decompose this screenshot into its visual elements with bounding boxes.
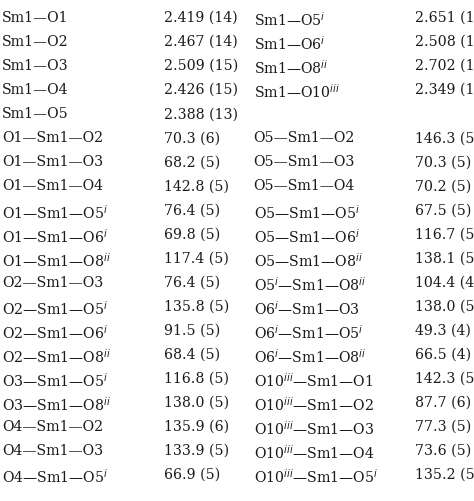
Text: 104.4 (4): 104.4 (4) bbox=[415, 276, 474, 290]
Text: O6$^{i}$—Sm1—O8$^{ii}$: O6$^{i}$—Sm1—O8$^{ii}$ bbox=[254, 348, 366, 366]
Text: O3—Sm1—O5$^{i}$: O3—Sm1—O5$^{i}$ bbox=[2, 372, 109, 390]
Text: 135.2 (5): 135.2 (5) bbox=[415, 468, 474, 482]
Text: 69.8 (5): 69.8 (5) bbox=[164, 227, 220, 241]
Text: 2.426 (15): 2.426 (15) bbox=[164, 83, 237, 97]
Text: Sm1—O5: Sm1—O5 bbox=[2, 107, 69, 121]
Text: O10$^{iii}$—Sm1—O2: O10$^{iii}$—Sm1—O2 bbox=[254, 396, 374, 414]
Text: O4—Sm1—O2: O4—Sm1—O2 bbox=[2, 420, 103, 434]
Text: O6$^{i}$—Sm1—O3: O6$^{i}$—Sm1—O3 bbox=[254, 300, 359, 318]
Text: O5—Sm1—O5$^{i}$: O5—Sm1—O5$^{i}$ bbox=[254, 203, 360, 221]
Text: 138.1 (5): 138.1 (5) bbox=[415, 252, 474, 266]
Text: 135.9 (6): 135.9 (6) bbox=[164, 420, 228, 434]
Text: 2.419 (14): 2.419 (14) bbox=[164, 11, 237, 25]
Text: 116.7 (5): 116.7 (5) bbox=[415, 227, 474, 241]
Text: O10$^{iii}$—Sm1—O1: O10$^{iii}$—Sm1—O1 bbox=[254, 372, 373, 390]
Text: 77.3 (5): 77.3 (5) bbox=[415, 420, 471, 434]
Text: 76.4 (5): 76.4 (5) bbox=[164, 276, 219, 290]
Text: 2.349 (14): 2.349 (14) bbox=[415, 83, 474, 97]
Text: 68.4 (5): 68.4 (5) bbox=[164, 348, 219, 362]
Text: 2.467 (14): 2.467 (14) bbox=[164, 35, 237, 49]
Text: Sm1—O4: Sm1—O4 bbox=[2, 83, 69, 97]
Text: Sm1—O6$^{i}$: Sm1—O6$^{i}$ bbox=[254, 35, 325, 53]
Text: O5—Sm1—O2: O5—Sm1—O2 bbox=[254, 131, 355, 145]
Text: Sm1—O10$^{iii}$: Sm1—O10$^{iii}$ bbox=[254, 83, 340, 101]
Text: O2—Sm1—O5$^{i}$: O2—Sm1—O5$^{i}$ bbox=[2, 300, 109, 318]
Text: 2.388 (13): 2.388 (13) bbox=[164, 107, 237, 121]
Text: 49.3 (4): 49.3 (4) bbox=[415, 324, 471, 338]
Text: 87.7 (6): 87.7 (6) bbox=[415, 396, 471, 410]
Text: O1—Sm1—O5$^{i}$: O1—Sm1—O5$^{i}$ bbox=[2, 203, 109, 221]
Text: Sm1—O8$^{ii}$: Sm1—O8$^{ii}$ bbox=[254, 59, 328, 77]
Text: O1—Sm1—O4: O1—Sm1—O4 bbox=[2, 179, 103, 193]
Text: O10$^{iii}$—Sm1—O4: O10$^{iii}$—Sm1—O4 bbox=[254, 444, 374, 462]
Text: 2.702 (15): 2.702 (15) bbox=[415, 59, 474, 73]
Text: 138.0 (5): 138.0 (5) bbox=[415, 300, 474, 314]
Text: 116.8 (5): 116.8 (5) bbox=[164, 372, 228, 386]
Text: O5—Sm1—O8$^{ii}$: O5—Sm1—O8$^{ii}$ bbox=[254, 252, 363, 270]
Text: O10$^{iii}$—Sm1—O3: O10$^{iii}$—Sm1—O3 bbox=[254, 420, 374, 438]
Text: 146.3 (5): 146.3 (5) bbox=[415, 131, 474, 145]
Text: Sm1—O1: Sm1—O1 bbox=[2, 11, 69, 25]
Text: 70.3 (5): 70.3 (5) bbox=[415, 155, 471, 169]
Text: 73.6 (5): 73.6 (5) bbox=[415, 444, 471, 458]
Text: O5—Sm1—O3: O5—Sm1—O3 bbox=[254, 155, 355, 169]
Text: 70.3 (6): 70.3 (6) bbox=[164, 131, 219, 145]
Text: O3—Sm1—O8$^{ii}$: O3—Sm1—O8$^{ii}$ bbox=[2, 396, 111, 414]
Text: 117.4 (5): 117.4 (5) bbox=[164, 252, 228, 266]
Text: O1—Sm1—O8$^{ii}$: O1—Sm1—O8$^{ii}$ bbox=[2, 252, 111, 270]
Text: O1—Sm1—O2: O1—Sm1—O2 bbox=[2, 131, 103, 145]
Text: 66.9 (5): 66.9 (5) bbox=[164, 468, 220, 482]
Text: 91.5 (5): 91.5 (5) bbox=[164, 324, 220, 338]
Text: 138.0 (5): 138.0 (5) bbox=[164, 396, 228, 410]
Text: O6$^{i}$—Sm1—O5$^{i}$: O6$^{i}$—Sm1—O5$^{i}$ bbox=[254, 324, 363, 342]
Text: O4—Sm1—O3: O4—Sm1—O3 bbox=[2, 444, 103, 458]
Text: 70.2 (5): 70.2 (5) bbox=[415, 179, 471, 193]
Text: 66.5 (4): 66.5 (4) bbox=[415, 348, 471, 362]
Text: 135.8 (5): 135.8 (5) bbox=[164, 300, 229, 314]
Text: O2—Sm1—O3: O2—Sm1—O3 bbox=[2, 276, 104, 290]
Text: Sm1—O3: Sm1—O3 bbox=[2, 59, 69, 73]
Text: 2.508 (13): 2.508 (13) bbox=[415, 35, 474, 49]
Text: Sm1—O2: Sm1—O2 bbox=[2, 35, 69, 49]
Text: 67.5 (5): 67.5 (5) bbox=[415, 203, 471, 217]
Text: 142.3 (5): 142.3 (5) bbox=[415, 372, 474, 386]
Text: O4—Sm1—O5$^{i}$: O4—Sm1—O5$^{i}$ bbox=[2, 468, 109, 486]
Text: O1—Sm1—O6$^{i}$: O1—Sm1—O6$^{i}$ bbox=[2, 227, 109, 245]
Text: Sm1—O5$^{i}$: Sm1—O5$^{i}$ bbox=[254, 11, 325, 29]
Text: O2—Sm1—O8$^{ii}$: O2—Sm1—O8$^{ii}$ bbox=[2, 348, 111, 366]
Text: O5—Sm1—O6$^{i}$: O5—Sm1—O6$^{i}$ bbox=[254, 227, 360, 245]
Text: O2—Sm1—O6$^{i}$: O2—Sm1—O6$^{i}$ bbox=[2, 324, 109, 342]
Text: 76.4 (5): 76.4 (5) bbox=[164, 203, 219, 217]
Text: 133.9 (5): 133.9 (5) bbox=[164, 444, 228, 458]
Text: 2.509 (15): 2.509 (15) bbox=[164, 59, 238, 73]
Text: O10$^{iii}$—Sm1—O5$^{i}$: O10$^{iii}$—Sm1—O5$^{i}$ bbox=[254, 468, 378, 486]
Text: 2.651 (13): 2.651 (13) bbox=[415, 11, 474, 25]
Text: 68.2 (5): 68.2 (5) bbox=[164, 155, 220, 169]
Text: O5—Sm1—O4: O5—Sm1—O4 bbox=[254, 179, 355, 193]
Text: O5$^{i}$—Sm1—O8$^{ii}$: O5$^{i}$—Sm1—O8$^{ii}$ bbox=[254, 276, 366, 294]
Text: 142.8 (5): 142.8 (5) bbox=[164, 179, 228, 193]
Text: O1—Sm1—O3: O1—Sm1—O3 bbox=[2, 155, 103, 169]
